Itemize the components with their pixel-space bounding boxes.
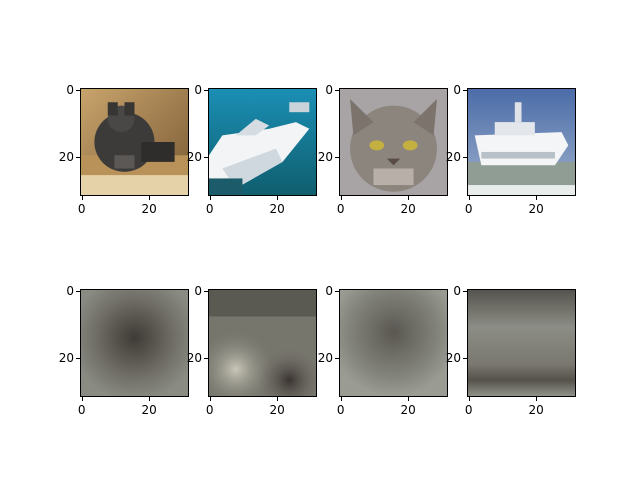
x-tick-label: 20	[400, 403, 416, 417]
x-tick-mark	[81, 397, 83, 401]
x-tick-label: 20	[528, 202, 544, 216]
recon-panel-1	[80, 289, 189, 397]
x-tick-mark	[408, 397, 410, 401]
y-tick-mark	[76, 89, 80, 91]
y-tick-mark	[76, 157, 80, 159]
y-tick-label: 20	[317, 150, 333, 165]
image-panel-ship	[467, 88, 576, 196]
y-tick-mark	[76, 358, 80, 360]
recon-panel-4	[467, 289, 576, 397]
y-tick-label: 0	[325, 283, 333, 298]
y-tick-mark	[463, 89, 467, 91]
y-tick-label: 0	[194, 82, 202, 97]
recon-image-1	[81, 290, 188, 396]
y-tick-mark	[335, 89, 339, 91]
y-tick-mark	[463, 157, 467, 159]
x-tick-label: 0	[77, 403, 86, 417]
y-tick-mark	[335, 358, 339, 360]
y-tick-label: 0	[453, 82, 461, 97]
x-tick-mark	[468, 397, 470, 401]
x-tick-label: 20	[269, 403, 285, 417]
recon-image-3	[340, 290, 447, 396]
x-tick-mark	[536, 397, 538, 401]
y-tick-label: 20	[317, 351, 333, 366]
x-tick-label: 0	[336, 202, 345, 216]
y-tick-label: 20	[58, 150, 74, 165]
x-tick-label: 20	[528, 403, 544, 417]
x-tick-mark	[536, 196, 538, 200]
y-tick-mark	[335, 157, 339, 159]
x-tick-mark	[149, 196, 151, 200]
y-tick-mark	[76, 290, 80, 292]
y-tick-label: 0	[453, 283, 461, 298]
x-tick-label: 20	[269, 202, 285, 216]
x-tick-mark	[340, 397, 342, 401]
boat-image	[209, 89, 316, 195]
image-panel-cat	[80, 88, 189, 196]
x-tick-label: 20	[141, 403, 157, 417]
y-tick-label: 0	[66, 283, 74, 298]
x-tick-label: 0	[205, 202, 214, 216]
recon-image-2	[209, 290, 316, 396]
x-tick-label: 20	[141, 202, 157, 216]
x-tick-label: 20	[400, 202, 416, 216]
y-tick-label: 20	[186, 150, 202, 165]
x-tick-mark	[81, 196, 83, 200]
y-tick-label: 0	[66, 82, 74, 97]
x-tick-label: 0	[464, 202, 473, 216]
y-tick-mark	[204, 290, 208, 292]
y-tick-label: 20	[186, 351, 202, 366]
x-tick-mark	[408, 196, 410, 200]
ship-image	[468, 89, 575, 195]
x-tick-mark	[277, 196, 279, 200]
y-tick-label: 20	[58, 351, 74, 366]
y-tick-mark	[204, 89, 208, 91]
image-panel-boat	[208, 88, 317, 196]
y-tick-mark	[204, 157, 208, 159]
image-panel-cat-face	[339, 88, 448, 196]
y-tick-label: 0	[325, 82, 333, 97]
cat-image	[81, 89, 188, 195]
y-tick-label: 0	[194, 283, 202, 298]
cat-face-image	[340, 89, 447, 195]
recon-panel-2	[208, 289, 317, 397]
y-tick-mark	[204, 358, 208, 360]
y-tick-label: 20	[445, 351, 461, 366]
x-tick-mark	[340, 196, 342, 200]
x-tick-mark	[468, 196, 470, 200]
x-tick-label: 0	[464, 403, 473, 417]
y-tick-mark	[335, 290, 339, 292]
x-tick-mark	[209, 196, 211, 200]
y-tick-mark	[463, 358, 467, 360]
recon-image-4	[468, 290, 575, 396]
x-tick-label: 0	[336, 403, 345, 417]
x-tick-mark	[149, 397, 151, 401]
y-tick-label: 20	[445, 150, 461, 165]
y-tick-mark	[463, 290, 467, 292]
x-tick-label: 0	[77, 202, 86, 216]
x-tick-mark	[277, 397, 279, 401]
x-tick-label: 0	[205, 403, 214, 417]
x-tick-mark	[209, 397, 211, 401]
recon-panel-3	[339, 289, 448, 397]
